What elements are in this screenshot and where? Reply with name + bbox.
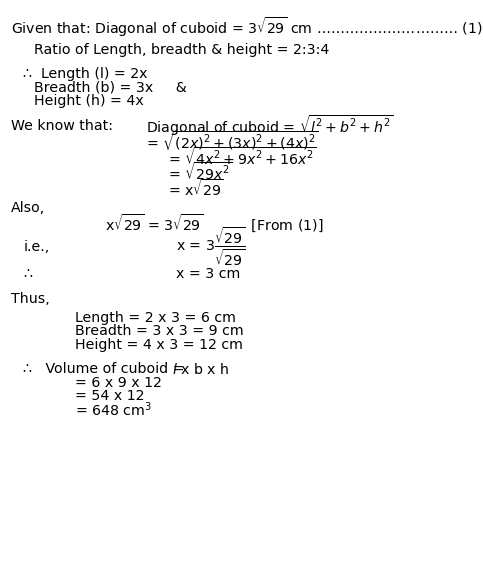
Text: = x$\sqrt{29}$: = x$\sqrt{29}$ [168,178,224,199]
Text: x$\sqrt{29}$ = 3$\sqrt{29}$           [From (1)]: x$\sqrt{29}$ = 3$\sqrt{29}$ [From (1)] [105,213,324,235]
Text: Also,: Also, [11,201,45,215]
Text: = $\sqrt{(2x)^2 + (3x)^2 + (4x)^2}$: = $\sqrt{(2x)^2 + (3x)^2 + (4x)^2}$ [146,129,319,153]
Text: i.e.,: i.e., [23,240,49,254]
Text: ∴   Volume of cuboid =: ∴ Volume of cuboid = [23,363,189,377]
Text: = 54 x 12: = 54 x 12 [75,389,145,403]
Text: Height (h) = 4x: Height (h) = 4x [34,94,144,108]
Text: Diagonal of cuboid = $\sqrt{l^2 + b^2 + h^2}$: Diagonal of cuboid = $\sqrt{l^2 + b^2 + … [146,113,394,138]
Text: = $\sqrt{29x^2}$: = $\sqrt{29x^2}$ [168,161,233,184]
Text: ∴  Length (l) = 2x: ∴ Length (l) = 2x [23,68,148,82]
Text: x = 3$\dfrac{\sqrt{29}}{\sqrt{29}}$: x = 3$\dfrac{\sqrt{29}}{\sqrt{29}}$ [176,226,245,268]
Text: ∴: ∴ [23,267,32,281]
Text: Length = 2 x 3 = 6 cm: Length = 2 x 3 = 6 cm [75,311,236,325]
Text: Given that: Diagonal of cuboid = 3$\sqrt{29}$ cm ………………………… (1): Given that: Diagonal of cuboid = 3$\sqrt… [11,15,483,39]
Text: We know that:: We know that: [11,119,113,133]
Text: Ratio of Length, breadth & height = 2:3:4: Ratio of Length, breadth & height = 2:3:… [34,43,330,57]
Text: Breadth (b) = 3x     &: Breadth (b) = 3x & [34,80,187,94]
Text: x = 3 cm: x = 3 cm [176,267,240,281]
Text: = 648 cm$^3$: = 648 cm$^3$ [75,400,152,419]
Text: = 6 x 9 x 12: = 6 x 9 x 12 [75,375,162,390]
Text: Height = 4 x 3 = 12 cm: Height = 4 x 3 = 12 cm [75,338,243,352]
Text: $\it{l}$ x b x h: $\it{l}$ x b x h [172,362,229,377]
Text: Thus,: Thus, [11,292,50,306]
Text: = $\sqrt{4x^2 + 9x^2 + 16x^2}$: = $\sqrt{4x^2 + 9x^2 + 16x^2}$ [168,146,317,168]
Text: Breadth = 3 x 3 = 9 cm: Breadth = 3 x 3 = 9 cm [75,324,244,338]
